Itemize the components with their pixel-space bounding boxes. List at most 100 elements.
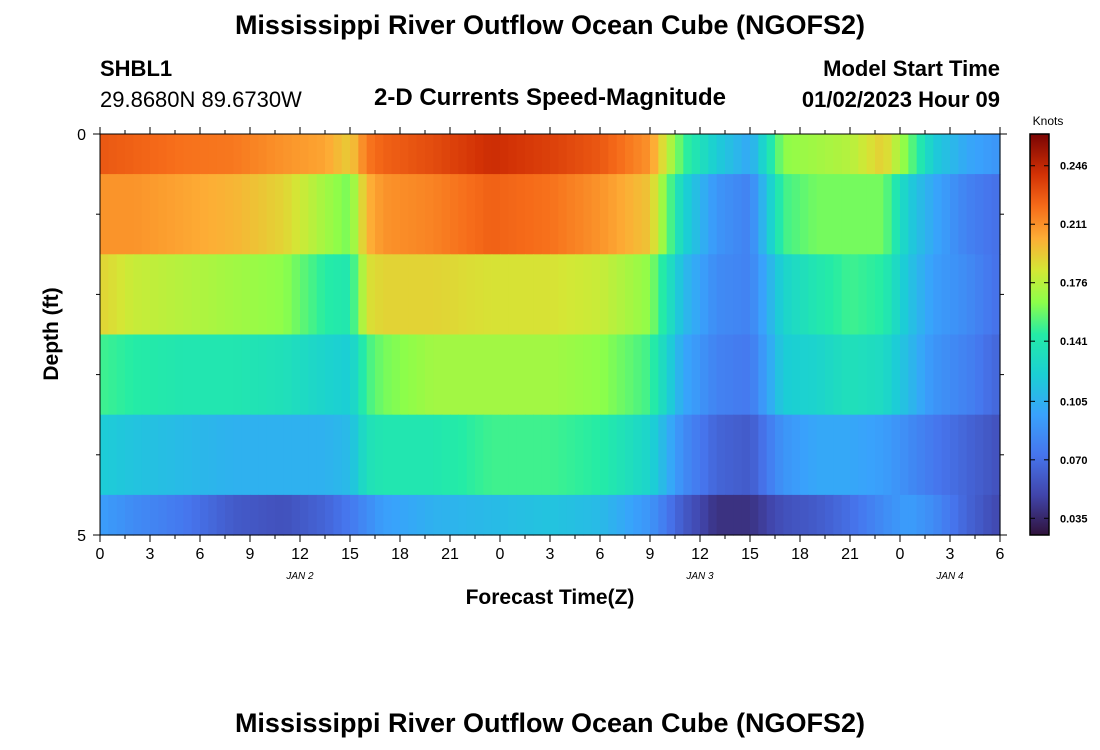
heatmap-cell [750, 174, 759, 255]
heatmap-cell [533, 494, 543, 536]
heatmap-cell [766, 414, 776, 496]
heatmap-cell [275, 494, 284, 536]
heatmap-cell [775, 334, 784, 416]
heatmap-cell [491, 414, 501, 496]
heatmap-cell [616, 494, 626, 536]
heatmap-cell [783, 414, 793, 496]
heatmap-cell [208, 334, 218, 416]
heatmap-cell [441, 254, 451, 336]
heatmap-cell [408, 334, 418, 416]
heatmap-cell [191, 254, 201, 336]
heatmap-cell [866, 414, 876, 496]
heatmap-cell [508, 134, 518, 175]
heatmap-cell [733, 494, 743, 536]
heatmap-cell [616, 254, 626, 336]
heatmap-cell [850, 134, 859, 175]
heatmap-cell [100, 494, 109, 536]
x-tick-label: 15 [741, 546, 759, 563]
heatmap-cell [325, 174, 334, 255]
heatmap-cell [550, 414, 559, 496]
heatmap-cell [891, 134, 901, 175]
heatmap-cell [275, 134, 284, 175]
plot-title: 2-D Currents Speed-Magnitude [373, 84, 727, 111]
heatmap-cell [533, 174, 543, 255]
heatmap-cell [975, 134, 984, 175]
heatmap-cell [191, 494, 201, 536]
heatmap-cell [208, 494, 218, 536]
heatmap-cell [775, 254, 784, 336]
heatmap-cell [316, 174, 326, 255]
heatmap-cell [600, 414, 609, 496]
heatmap-cell [366, 414, 376, 496]
heatmap-cell [200, 334, 209, 416]
heatmap-cell [558, 174, 568, 255]
heatmap-cell [300, 494, 309, 536]
heatmap-cell [458, 414, 468, 496]
heatmap-cell [216, 414, 226, 496]
heatmap-cell [525, 134, 534, 175]
heatmap-cell [366, 134, 376, 175]
heatmap-cell [125, 494, 134, 536]
heatmap-cell [558, 414, 568, 496]
heatmap-cell [666, 414, 676, 496]
heatmap-cell [100, 334, 109, 416]
heatmap-cell [700, 414, 709, 496]
heatmap-cell [941, 174, 951, 255]
heatmap-cell [641, 174, 651, 255]
heatmap-cell [541, 334, 551, 416]
heatmap-cell [800, 494, 809, 536]
heatmap-cell [133, 134, 143, 175]
heatmap-cell [891, 414, 901, 496]
heatmap-cell [716, 254, 726, 336]
heatmap-cell [725, 174, 734, 255]
heatmap-cell [575, 494, 584, 536]
heatmap-cell [433, 174, 443, 255]
heatmap-cell [133, 334, 143, 416]
heatmap-cell [675, 134, 684, 175]
heatmap-cell [691, 254, 701, 336]
heatmap-cell [858, 414, 868, 496]
heatmap-cell [941, 254, 951, 336]
heatmap-cell [958, 134, 968, 175]
heatmap-cell [325, 494, 334, 536]
heatmap-cell [483, 134, 493, 175]
heatmap-cell [491, 254, 501, 336]
heatmap-cell [258, 254, 268, 336]
heatmap-cell [650, 254, 659, 336]
heatmap-cell [900, 134, 909, 175]
heatmap-cell [450, 494, 459, 536]
heatmap-cell [450, 334, 459, 416]
heatmap-cell [225, 414, 234, 496]
x-tick-label: 18 [791, 546, 809, 563]
heatmap-cell [983, 174, 993, 255]
heatmap-cell [616, 174, 626, 255]
heatmap-cell [800, 134, 809, 175]
heatmap-cell [216, 134, 226, 175]
heatmap-cell [625, 254, 634, 336]
colorbar-tick-label: 0.035 [1060, 513, 1088, 525]
heatmap-cell [433, 494, 443, 536]
heatmap-cell [841, 494, 851, 536]
heatmap-cell [500, 174, 509, 255]
heatmap-cell [966, 494, 976, 536]
heatmap-cell [833, 414, 843, 496]
heatmap-cell [100, 254, 109, 336]
heatmap-cell [733, 134, 743, 175]
heatmap-cell [283, 174, 293, 255]
heatmap-cell [766, 494, 776, 536]
heatmap-cell [266, 134, 276, 175]
heatmap-cell [100, 134, 109, 175]
heatmap-cell [516, 334, 526, 416]
heatmap-cell [666, 334, 676, 416]
heatmap-cell [833, 334, 843, 416]
heatmap-cell [750, 134, 759, 175]
heatmap-cell [375, 174, 384, 255]
heatmap-cell [425, 414, 434, 496]
heatmap-cell [733, 414, 743, 496]
heatmap-cell [475, 334, 484, 416]
heatmap-cell [316, 334, 326, 416]
heatmap-cell [375, 334, 384, 416]
heatmap-cell [425, 174, 434, 255]
heatmap-cell [725, 414, 734, 496]
heatmap-cell [475, 134, 484, 175]
